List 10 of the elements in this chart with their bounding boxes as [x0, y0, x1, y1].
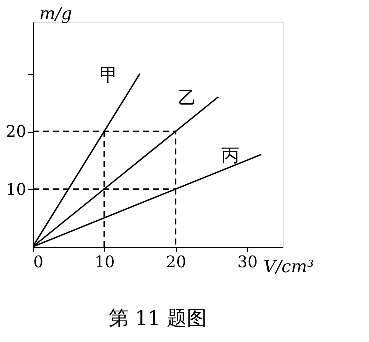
x-tick-label: 30	[238, 252, 258, 272]
series-label: 乙	[178, 88, 197, 109]
x-tick-label: 20	[166, 252, 187, 272]
text: 第 11 题图	[108, 306, 208, 330]
x-axis-title: V/cm³	[264, 258, 314, 278]
x-tick-label: 10	[94, 252, 116, 272]
series-label: 甲	[100, 64, 118, 86]
x-tick-label: 0	[34, 252, 44, 272]
series-label: 丙	[222, 146, 240, 167]
y-axis-title: m/g	[40, 4, 72, 24]
